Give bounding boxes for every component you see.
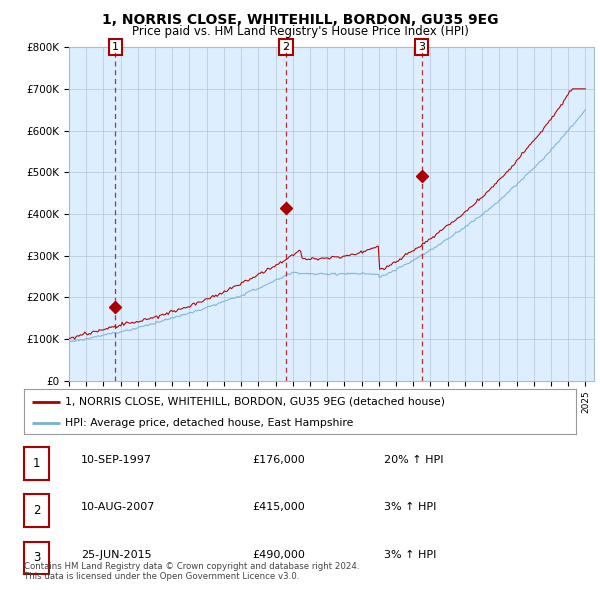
Text: Price paid vs. HM Land Registry's House Price Index (HPI): Price paid vs. HM Land Registry's House … [131, 25, 469, 38]
Text: 25-JUN-2015: 25-JUN-2015 [81, 550, 152, 559]
Text: 2: 2 [283, 42, 289, 52]
Text: £415,000: £415,000 [252, 503, 305, 512]
Text: 10-SEP-1997: 10-SEP-1997 [81, 455, 152, 465]
Text: 1: 1 [33, 457, 40, 470]
Text: 3% ↑ HPI: 3% ↑ HPI [384, 503, 436, 512]
Text: HPI: Average price, detached house, East Hampshire: HPI: Average price, detached house, East… [65, 418, 354, 428]
Text: 3% ↑ HPI: 3% ↑ HPI [384, 550, 436, 559]
Text: Contains HM Land Registry data © Crown copyright and database right 2024.
This d: Contains HM Land Registry data © Crown c… [24, 562, 359, 581]
Text: 10-AUG-2007: 10-AUG-2007 [81, 503, 155, 512]
Text: 1, NORRIS CLOSE, WHITEHILL, BORDON, GU35 9EG: 1, NORRIS CLOSE, WHITEHILL, BORDON, GU35… [102, 13, 498, 27]
Text: £490,000: £490,000 [252, 550, 305, 559]
Text: 1, NORRIS CLOSE, WHITEHILL, BORDON, GU35 9EG (detached house): 1, NORRIS CLOSE, WHITEHILL, BORDON, GU35… [65, 397, 445, 407]
Text: £176,000: £176,000 [252, 455, 305, 465]
Text: 2: 2 [33, 504, 40, 517]
Text: 3: 3 [418, 42, 425, 52]
Text: 3: 3 [33, 551, 40, 565]
Text: 20% ↑ HPI: 20% ↑ HPI [384, 455, 443, 465]
Text: 1: 1 [112, 42, 119, 52]
